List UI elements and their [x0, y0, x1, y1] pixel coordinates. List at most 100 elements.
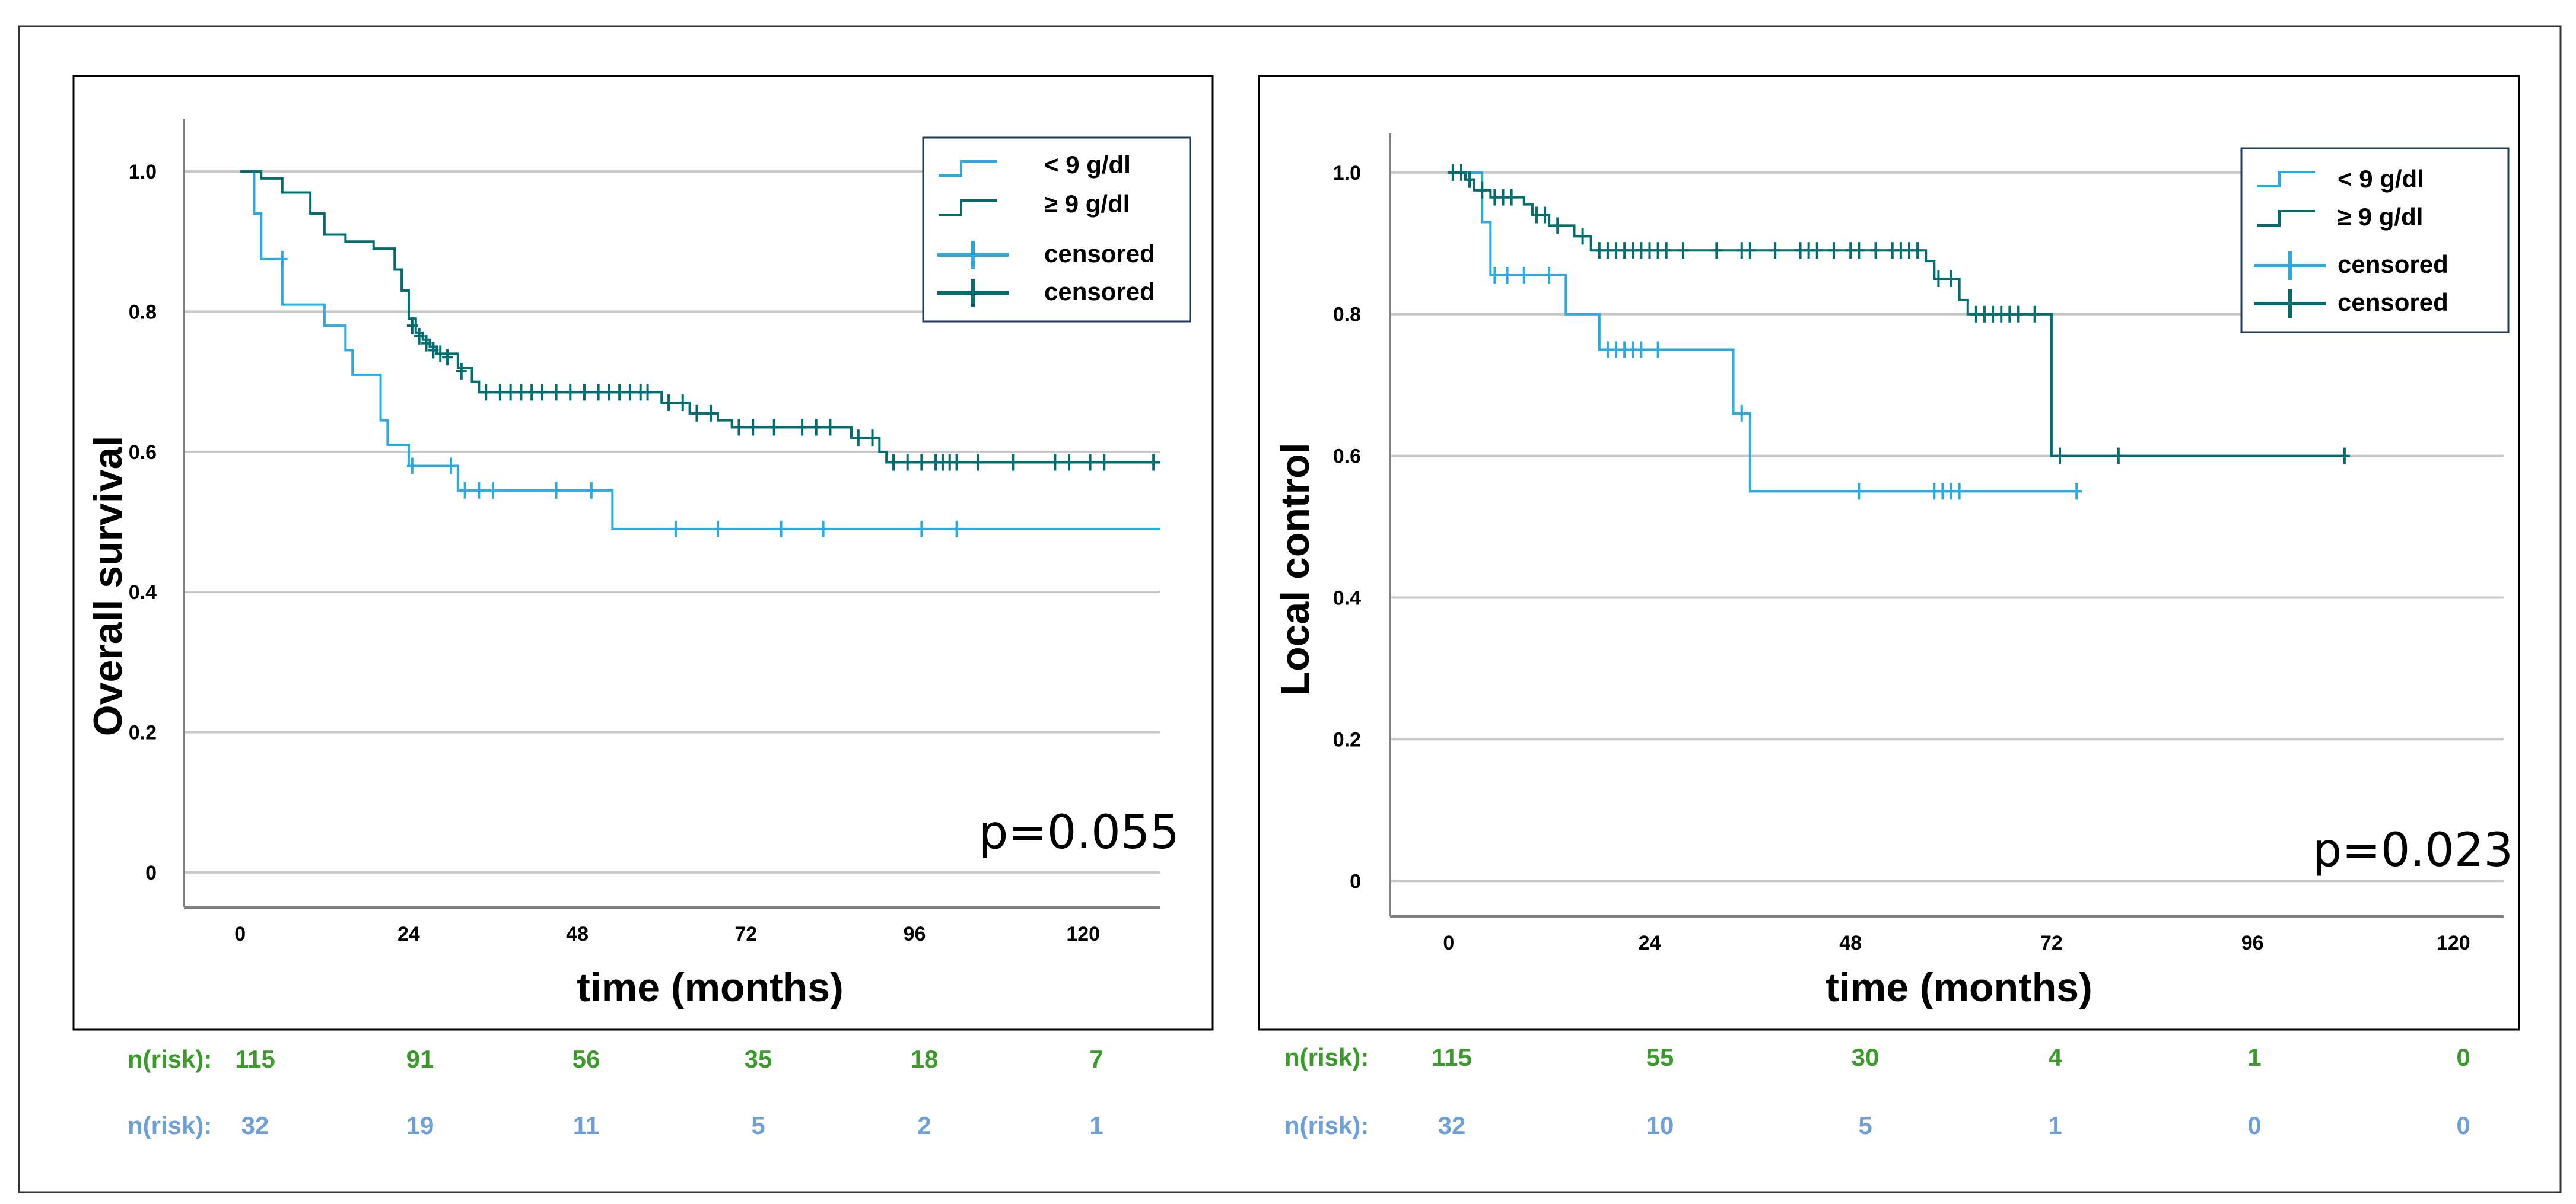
censor-mark-high-hb: [1477, 181, 1488, 199]
y-tick-labels: 0 0.2 0.4 0.6 0.8 1.0: [129, 161, 157, 884]
legend-label-high: ≥ 9 g/dl: [2338, 203, 2423, 231]
censor-mark-high-hb: [624, 384, 635, 401]
risk-row-low-hb: n(risk): 32 10 5 1 0 0: [1284, 1111, 2470, 1139]
y-tick-label: 0.8: [1333, 304, 1361, 326]
legend-box: [922, 136, 1191, 323]
censor-mark-high-hb: [526, 384, 538, 401]
censor-mark-high-hb: [1552, 217, 1563, 234]
axes: [183, 119, 1160, 909]
censor-mark-high-hb: [1464, 171, 1475, 188]
censor-mark-high-hb: [494, 384, 505, 401]
censor-mark-high-hb: [603, 384, 615, 401]
censor-mark-high-hb: [406, 317, 418, 335]
risk-value: 18: [911, 1045, 939, 1073]
censor-mark-low-hb: [2071, 483, 2082, 500]
risk-label: n(risk):: [128, 1045, 212, 1073]
x-tick-label: 120: [1066, 923, 1100, 945]
censor-mark-low-hb: [473, 482, 485, 499]
censor-mark-high-hb: [593, 384, 604, 401]
censor-mark-low-hb: [586, 482, 597, 499]
censor-mark-low-hb: [1544, 267, 1555, 284]
legend-label-low: < 9 g/dl: [1044, 151, 1131, 179]
censor-mark-high-hb: [481, 384, 492, 401]
censor-mark-high-hb: [972, 454, 984, 471]
censor-mark-high-hb: [2029, 305, 2040, 323]
risk-label: n(risk):: [128, 1111, 212, 1139]
risk-value: 4: [2048, 1043, 2062, 1071]
y-tick-label: 1.0: [129, 161, 157, 183]
censor-mark-high-hb: [578, 384, 590, 401]
y-tick-label: 1.0: [1333, 162, 1361, 184]
censor-mark-high-hb: [421, 335, 432, 352]
censor-mark-high-hb: [1148, 454, 1159, 471]
x-tick-label: 120: [2437, 932, 2470, 954]
legend-label-high: ≥ 9 g/dl: [1044, 190, 1130, 218]
censor-mark-low-hb: [1518, 267, 1529, 284]
y-tick-label: 0.2: [1333, 728, 1361, 751]
censor-mark-high-hb: [867, 429, 878, 447]
censor-mark-high-hb: [1853, 242, 1865, 259]
censor-mark-high-hb: [642, 384, 653, 401]
censor-mark-high-hb: [1912, 242, 1923, 259]
censor-mark-high-hb: [435, 345, 446, 362]
censor-mark-high-hb: [916, 454, 927, 471]
x-axis-label: time (months): [1826, 965, 2092, 1010]
p-value: p=0.055: [979, 806, 1179, 859]
y-tick-label: 0.2: [129, 722, 157, 744]
risk-value: 0: [2456, 1043, 2470, 1071]
legend-censored-high-icon: [937, 279, 1009, 307]
censor-mark-high-hb: [442, 349, 453, 366]
p-value: p=0.023: [2313, 824, 2513, 877]
x-tick-label: 24: [397, 923, 420, 945]
x-tick-label: 96: [2241, 932, 2264, 954]
risk-value: 10: [1646, 1111, 1674, 1139]
risk-value: 1: [2048, 1111, 2062, 1139]
censor-mark-high-hb: [705, 404, 717, 422]
risk-value: 115: [1432, 1043, 1472, 1071]
x-tick-label: 48: [566, 923, 589, 945]
censor-mark-high-hb: [853, 429, 864, 447]
panel-local-control: 0 0.2 0.4 0.6 0.8 1.0 0 24 48 72 96 120 Local cont…: [1258, 75, 2520, 1139]
censor-mark-low-hb: [445, 457, 456, 474]
risk-value: 7: [1089, 1045, 1103, 1073]
legend-censored-low-icon: [2254, 251, 2326, 280]
km-curve-low-hb: [1448, 171, 2077, 493]
legend-label-censored-high: censored: [2338, 288, 2448, 316]
outer-frame: [18, 25, 2562, 1193]
censor-mark-high-hb: [733, 419, 745, 436]
censor-mark-high-hb: [902, 454, 913, 471]
censor-mark-high-hb: [1661, 242, 1672, 259]
y-tick-label: 0.6: [129, 441, 157, 464]
censor-mark-high-hb: [456, 362, 467, 380]
y-axis-label: Overall survival: [85, 436, 131, 737]
x-tick-label: 72: [2040, 932, 2063, 954]
legend-box: [2240, 147, 2510, 333]
risk-value: 56: [573, 1045, 600, 1073]
censor-mark-high-hb: [1811, 242, 1823, 259]
censor-mark-high-hb: [1577, 228, 1588, 245]
censor-mark-high-hb: [505, 384, 516, 401]
censor-mark-high-hb: [1933, 270, 1944, 287]
x-tick-label: 0: [1443, 932, 1454, 954]
censor-mark-low-hb: [916, 520, 927, 537]
censor-mark-high-hb: [2055, 447, 2066, 464]
censor-mark-high-hb: [691, 404, 702, 422]
y-tick-labels: 0 0.2 0.4 0.6 0.8 1.0: [1333, 162, 1361, 893]
legend-swatch-low: [939, 160, 997, 177]
censor-mark-high-hb: [951, 454, 962, 471]
censor-mark-low-hb: [670, 520, 681, 537]
censor-mark-low-hb: [712, 520, 723, 537]
risk-row-high-hb: n(risk): 115 55 30 4 1 0: [1284, 1043, 2470, 1071]
censor-mark-high-hb: [1870, 242, 1881, 259]
y-axis-label: Local control: [1273, 443, 1318, 696]
censor-mark-low-hb: [1853, 483, 1865, 500]
risk-value: 91: [406, 1045, 434, 1073]
censor-mark-high-hb: [1506, 189, 1517, 206]
x-tick-label: 48: [1839, 932, 1862, 954]
censor-mark-high-hb: [888, 454, 899, 471]
censor-mark-low-hb: [1489, 267, 1500, 284]
censor-mark-low-hb: [406, 457, 418, 474]
risk-row-high-hb: n(risk): 115 91 56 35 18 7: [128, 1045, 1103, 1073]
legend-label-censored-low: censored: [1044, 240, 1155, 267]
